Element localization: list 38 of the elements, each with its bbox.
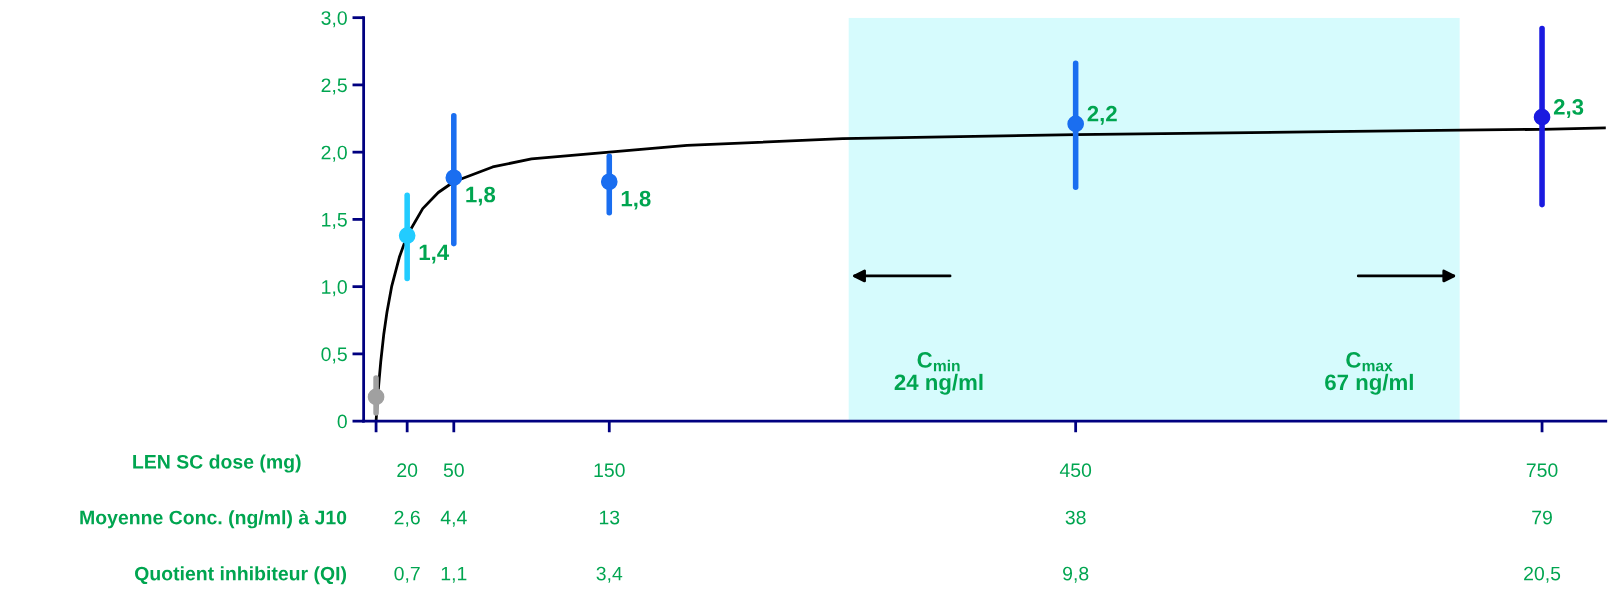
text: Moyenne Conc. (ng/ml) à J10 bbox=[80, 509, 347, 529]
data-label: 2,2 bbox=[1087, 105, 1117, 125]
data-label: 1,4 bbox=[419, 244, 450, 264]
text: Quotient inhibiteur (QI) bbox=[135, 566, 347, 585]
point bbox=[398, 227, 416, 244]
point bbox=[1067, 115, 1084, 133]
text: 4,4 bbox=[440, 510, 467, 527]
y-tick-label: 2,0 bbox=[321, 145, 347, 162]
x-axis-title: LEN SC dose (mg) bbox=[133, 454, 301, 473]
x-tick-label: 150 bbox=[594, 463, 625, 478]
data-label: 1,8 bbox=[621, 190, 651, 210]
point bbox=[367, 388, 385, 406]
text: 38 bbox=[1065, 510, 1086, 525]
text: 20,5 bbox=[1524, 566, 1561, 583]
text: 2,6 bbox=[394, 510, 420, 527]
text: 1,1 bbox=[441, 566, 467, 583]
data-label: 2,3 bbox=[1553, 99, 1584, 119]
x-tick-label: 50 bbox=[443, 463, 464, 478]
text: 13 bbox=[599, 510, 620, 525]
data-label: 1,8 bbox=[466, 186, 496, 206]
annotation: C$_{max}$ 67 ng/ml bbox=[1325, 352, 1413, 395]
y-tick-label: 0,5 bbox=[321, 347, 347, 364]
point bbox=[445, 169, 463, 187]
point bbox=[1533, 108, 1551, 126]
text: 9,8 bbox=[1063, 566, 1089, 583]
text: 3,4 bbox=[596, 566, 623, 583]
text: 79 bbox=[1532, 510, 1552, 525]
x-tick-label: 750 bbox=[1526, 463, 1558, 478]
x-tick-label: 20 bbox=[397, 463, 418, 478]
point bbox=[600, 173, 618, 191]
annotation: C$_{min}$ 24 ng/ml bbox=[894, 352, 983, 395]
y-tick-label: 1,0 bbox=[322, 280, 347, 297]
y-tick-label: 1,5 bbox=[322, 213, 347, 229]
text: 0,7 bbox=[394, 566, 420, 583]
y-tick-label: 0 bbox=[337, 414, 347, 429]
x-tick-label: 450 bbox=[1059, 463, 1092, 478]
y-tick-label: 2,5 bbox=[321, 78, 347, 95]
y-tick-label: 3,0 bbox=[321, 11, 347, 28]
